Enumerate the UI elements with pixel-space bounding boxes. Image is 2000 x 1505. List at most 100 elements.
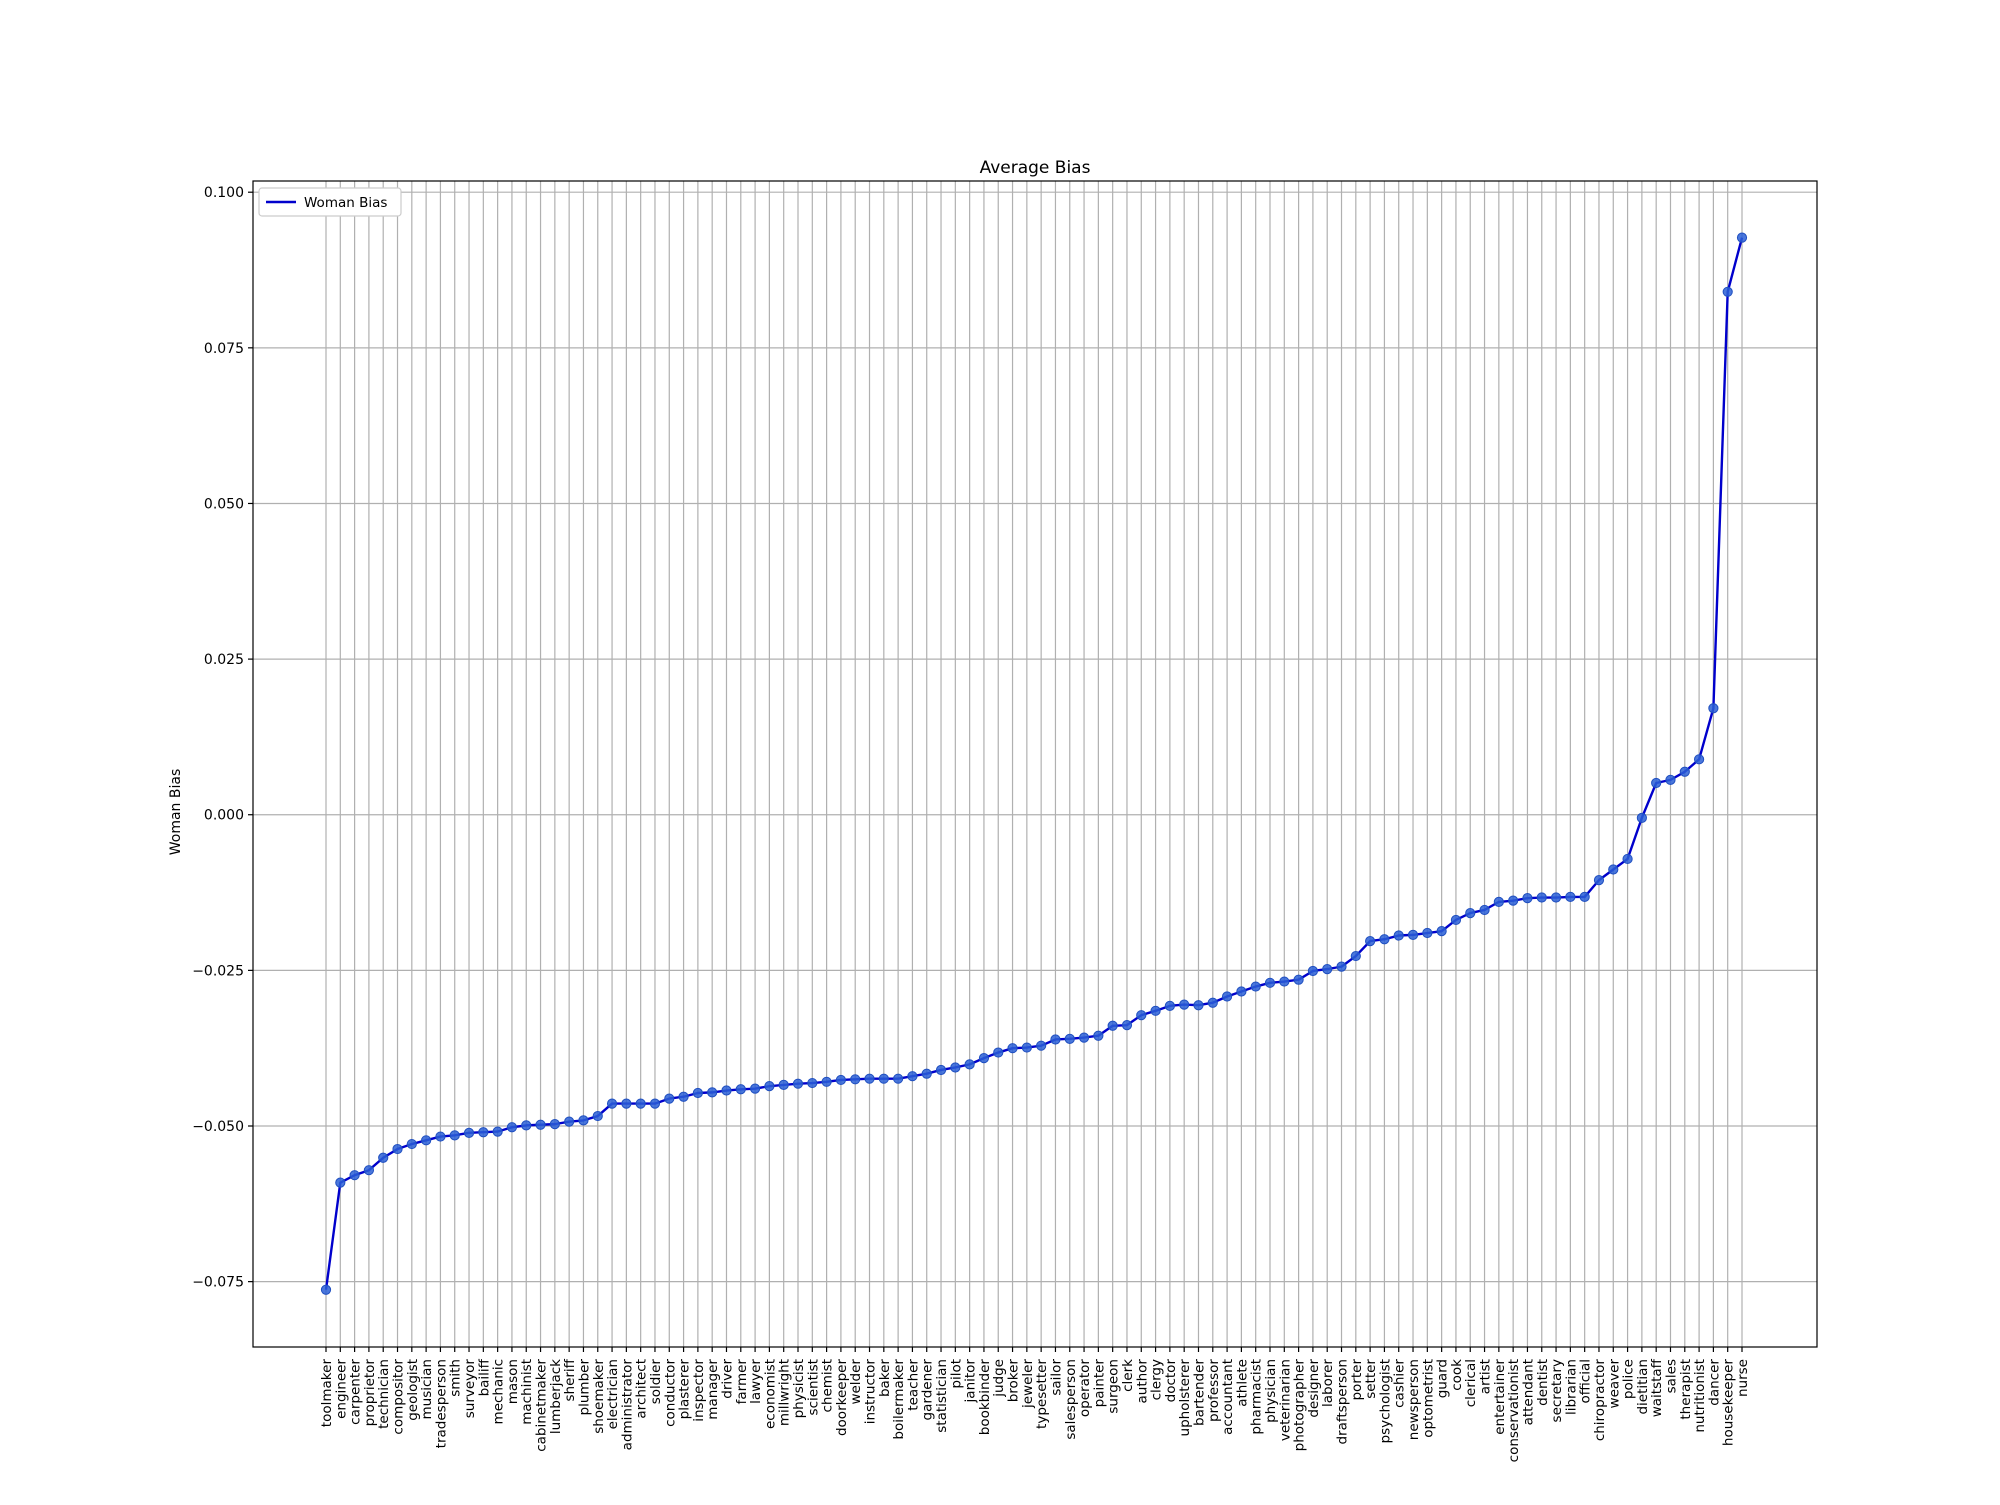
data-point <box>463 1127 475 1138</box>
x-tick-label: mechanic <box>491 1359 507 1424</box>
data-point <box>1593 875 1605 886</box>
labels: Average Bias Woman Bias toolmakerenginee… <box>168 158 1751 1462</box>
x-tick-label: farmer <box>734 1359 750 1405</box>
x-tick-label: lawyer <box>748 1359 764 1404</box>
data-point <box>950 1062 961 1073</box>
x-tick-label: guard <box>1435 1359 1451 1398</box>
x-tick-label: weaver <box>1606 1359 1622 1409</box>
x-tick-label: clergy <box>1149 1359 1165 1400</box>
data-point <box>1021 1042 1032 1053</box>
legend-label-woman-bias: Woman Bias <box>304 195 387 211</box>
x-tick-label: salesperson <box>1063 1359 1079 1440</box>
data-point <box>1679 766 1690 777</box>
data-point <box>535 1119 546 1130</box>
data-point <box>363 1165 375 1176</box>
data-point <box>1407 929 1419 940</box>
data-point <box>564 1116 575 1127</box>
data-point <box>1722 286 1733 297</box>
x-tick-label: pilot <box>948 1359 964 1389</box>
data-point <box>1479 904 1490 916</box>
data-point <box>635 1098 646 1109</box>
x-tick-label: instructor <box>863 1359 879 1425</box>
data-point <box>764 1081 775 1092</box>
data-point <box>1193 1000 1204 1011</box>
x-tick-label: plasterer <box>677 1359 693 1420</box>
x-tick-label: surgeon <box>1106 1359 1122 1414</box>
x-tick-label: upholsterer <box>1177 1359 1193 1437</box>
x-tick-label: inspector <box>691 1359 707 1422</box>
x-tick-label: economist <box>762 1359 778 1429</box>
x-tick-label: driver <box>719 1359 735 1399</box>
data-point <box>1565 891 1576 903</box>
grid <box>253 181 1817 1347</box>
x-tick-label: janitor <box>963 1359 979 1404</box>
x-tick-label: manager <box>705 1359 721 1420</box>
data-point <box>521 1120 532 1131</box>
x-tick-label: athlete <box>1234 1359 1250 1407</box>
x-tick-label: accountant <box>1220 1359 1236 1435</box>
x-tick-label: cashier <box>1392 1359 1408 1408</box>
x-tick-label: pharmacist <box>1249 1359 1265 1435</box>
series-line-woman-bias <box>324 237 1744 1290</box>
data-point <box>1422 927 1433 939</box>
data-point <box>921 1068 932 1079</box>
data-point <box>1608 864 1619 875</box>
data-point <box>749 1083 761 1094</box>
data-point <box>1622 853 1633 865</box>
y-axis-label: Woman Bias <box>168 769 184 856</box>
x-tick-label: engineer <box>333 1359 349 1419</box>
data-point <box>735 1084 746 1095</box>
x-tick-label: boilermaker <box>891 1359 907 1440</box>
x-tick-label: welder <box>848 1359 864 1405</box>
data-point <box>878 1073 889 1084</box>
data-point <box>678 1091 689 1102</box>
data-point <box>1207 997 1218 1008</box>
data-point <box>993 1047 1004 1058</box>
x-tick-label: author <box>1134 1359 1150 1404</box>
data-point <box>1121 1020 1133 1031</box>
data-point <box>506 1122 518 1133</box>
x-tick-label: sailor <box>1048 1359 1064 1396</box>
data-point <box>1651 777 1662 789</box>
data-point <box>935 1064 947 1076</box>
x-tick-label: police <box>1621 1359 1637 1399</box>
x-tick-label: compositor <box>391 1359 407 1435</box>
x-tick-label: entertainer <box>1492 1359 1508 1435</box>
data-point <box>649 1098 661 1109</box>
axes <box>248 180 1818 1352</box>
data-point <box>1307 965 1319 977</box>
data-point <box>549 1119 560 1130</box>
data-point <box>392 1143 403 1155</box>
data-point <box>335 1177 346 1188</box>
data-point <box>320 1284 332 1295</box>
legend: Woman Bias <box>258 187 402 217</box>
x-tick-label: operator <box>1077 1359 1093 1418</box>
data-point <box>964 1059 975 1070</box>
data-point <box>1093 1030 1104 1041</box>
data-point <box>578 1115 589 1126</box>
x-tick-label: setter <box>1363 1359 1379 1399</box>
data-point <box>1636 812 1647 823</box>
x-tick-label: secretary <box>1549 1359 1565 1422</box>
y-tick-label: −0.075 <box>192 1275 244 1291</box>
data-point <box>621 1098 632 1109</box>
data-point <box>907 1071 918 1082</box>
data-point <box>1436 926 1447 937</box>
x-tick-label: doctor <box>1163 1359 1179 1403</box>
data-point <box>721 1085 732 1096</box>
x-tick-label: technician <box>376 1359 392 1429</box>
x-tick-label: veterinarian <box>1277 1359 1293 1441</box>
data-point <box>1522 893 1533 904</box>
data-point <box>835 1074 847 1086</box>
data-point <box>1508 895 1519 906</box>
data-point <box>1050 1034 1061 1045</box>
data-point <box>1579 891 1590 903</box>
x-tick-label: porter <box>1349 1359 1365 1401</box>
data-point <box>1550 892 1562 903</box>
data-point <box>978 1053 990 1064</box>
x-tick-label: broker <box>1006 1359 1022 1403</box>
data-point <box>378 1152 389 1163</box>
data-point <box>850 1074 861 1085</box>
x-tick-label: scientist <box>805 1359 821 1415</box>
